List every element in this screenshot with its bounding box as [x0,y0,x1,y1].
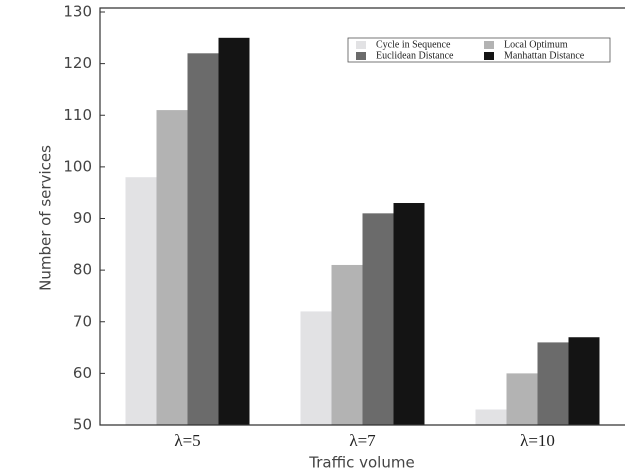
x-tick-label: λ=10 [520,431,555,450]
x-tick-label: λ=5 [174,431,200,450]
legend-swatch [484,41,494,49]
legend-swatch [356,41,366,49]
axis-frame [99,7,625,426]
y-tick-label: 120 [63,54,92,72]
bar [300,311,332,425]
bar [506,373,538,425]
legend-swatch [356,52,366,60]
legend-label: Cycle in Sequence [376,39,451,50]
y-tick-label: 90 [73,209,92,227]
bar [475,409,507,425]
bar [218,37,250,425]
y-tick-label: 70 [73,312,92,330]
bar [393,203,425,425]
legend-swatch [484,52,494,60]
bar [187,53,219,426]
y-axis-label: Number of services [37,145,55,291]
bar [568,337,600,425]
y-tick-label: 100 [63,157,92,175]
y-tick-label: 50 [73,416,92,434]
bar [156,110,188,426]
y-tick-label: 110 [63,106,92,124]
bar [125,177,157,425]
bar [362,213,394,425]
bar [331,264,363,425]
bar [537,342,569,425]
x-tick-label: λ=7 [349,431,376,450]
legend-label: Euclidean Distance [376,50,454,61]
legend-box [347,37,611,63]
y-tick-label: 130 [63,3,92,21]
y-tick-label: 60 [73,364,92,382]
x-axis-label: Traffic volume [308,454,414,472]
y-tick-label: 80 [73,261,92,279]
legend-label: Manhattan Distance [504,50,585,61]
legend-label: Local Optimum [504,39,568,50]
